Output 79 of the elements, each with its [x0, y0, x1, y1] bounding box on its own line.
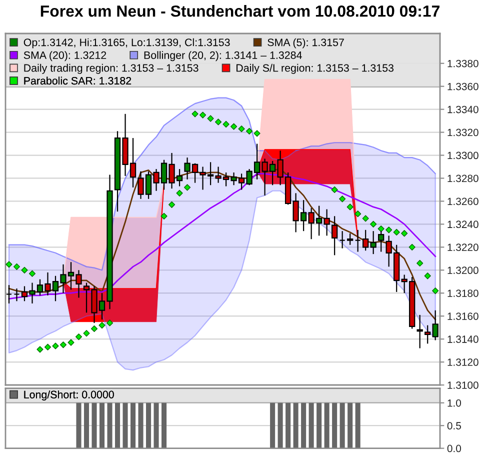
point — [254, 130, 260, 137]
legend-label: SMA (20): 1.3212 — [24, 51, 106, 62]
y-tick-label: 1.3340 — [448, 106, 478, 114]
chart-title: Forex um Neun - Stundenchart vom 10.08.2010 09:17 — [40, 5, 440, 17]
point — [13, 263, 20, 270]
candlestick — [347, 232, 354, 246]
point — [432, 288, 439, 294]
point — [416, 260, 424, 267]
point — [83, 330, 90, 337]
point — [90, 325, 98, 332]
point — [44, 344, 52, 350]
candlestick — [370, 230, 376, 255]
point — [199, 112, 206, 118]
point — [184, 184, 191, 191]
point — [393, 228, 400, 236]
candlestick — [416, 314, 423, 349]
y-tick-label: 1.3320 — [448, 128, 478, 136]
legend-label: Daily S/L region: 1.3153 – 1.3153 — [236, 64, 394, 74]
point — [168, 201, 176, 208]
legend-label: SMA (5): 1.3157 — [268, 38, 344, 48]
candlestick — [354, 229, 361, 252]
y-tick-label: 1.3380 — [448, 60, 478, 68]
point — [176, 190, 183, 196]
y-tick-label: 1.3300 — [448, 152, 478, 160]
candlestick — [424, 324, 431, 344]
legend-label: Daily trading region: 1.3153 – 1.3153 — [24, 64, 198, 74]
point — [401, 230, 408, 237]
y-tick-label: 1.3260 — [448, 198, 478, 206]
y-tick-label: 0.5 — [447, 422, 461, 430]
y-tick-label: 1.3180 — [448, 290, 478, 297]
point — [339, 196, 346, 202]
point — [222, 120, 230, 128]
legend-label: Op:1.3142, Hi:1.3165, Lo:1.3139, Cl:1.3153 — [24, 38, 230, 48]
point — [354, 210, 362, 218]
point — [370, 220, 377, 228]
point — [6, 261, 12, 268]
point — [246, 128, 253, 134]
y-tick-label: 1.0 — [448, 399, 462, 407]
point — [192, 110, 198, 118]
point — [36, 346, 44, 353]
point — [386, 226, 392, 234]
candlestick — [6, 284, 12, 304]
point — [378, 225, 384, 232]
point — [214, 118, 222, 126]
point — [207, 115, 214, 122]
point — [75, 333, 82, 340]
legend-label: Parabolic SAR: 1.3182 — [24, 76, 132, 85]
candlestick — [14, 288, 20, 302]
y-tick-label: 1.3240 — [448, 220, 478, 228]
y-tick-label: 1.3100 — [448, 382, 478, 389]
point — [346, 204, 354, 210]
point — [424, 272, 431, 280]
point — [408, 244, 416, 250]
y-tick-label: 1.3120 — [448, 358, 478, 366]
point — [52, 342, 59, 350]
point — [21, 266, 28, 274]
y-tick-label: 1.3140 — [448, 336, 478, 343]
y-tick-label: 0.0 — [447, 444, 462, 452]
point — [362, 215, 369, 222]
point — [106, 320, 114, 326]
candlestick — [332, 216, 338, 256]
candlestick — [339, 230, 346, 249]
y-tick-label: 1.3360 — [448, 82, 478, 90]
y-tick-label: 1.3220 — [448, 244, 478, 252]
y-tick-label: 1.3160 — [448, 312, 478, 320]
point — [60, 342, 67, 348]
point — [331, 186, 338, 194]
candlestick — [432, 310, 438, 341]
candlestick — [362, 229, 369, 252]
point — [238, 126, 245, 132]
y-tick-label: 1.3200 — [448, 266, 478, 274]
y-tick-label: 1.3280 — [448, 174, 478, 182]
point — [68, 339, 74, 346]
legend-label: Long/Short: 0.0000 — [24, 390, 114, 400]
legend-label: Bollinger (20, 2): 1.3141 – 1.3284 — [144, 51, 302, 62]
point — [98, 322, 106, 329]
point — [160, 212, 168, 220]
point — [230, 123, 238, 130]
point — [28, 270, 36, 277]
